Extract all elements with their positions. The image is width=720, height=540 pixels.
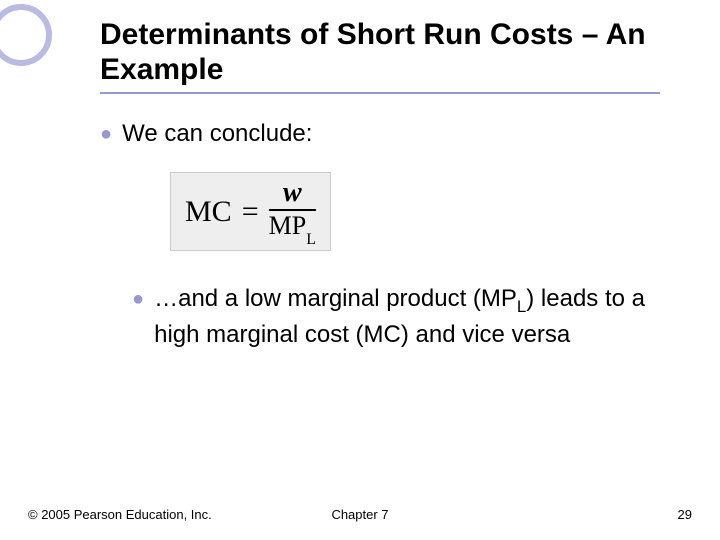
bullet-text: We can conclude: (122, 120, 312, 148)
footer-page-number: 29 (471, 507, 692, 522)
equation-fraction: w MPL (269, 179, 316, 244)
title-underline (100, 92, 660, 94)
bullet-subscript: L (517, 297, 526, 316)
equation: MC = w MPL (185, 179, 316, 244)
equation-equals: = (242, 195, 259, 229)
equation-den-sub: L (306, 231, 316, 248)
equation-box: MC = w MPL (170, 172, 331, 251)
equation-denominator: MPL (269, 211, 316, 244)
equation-container: MC = w MPL (170, 172, 660, 251)
bullet-icon: ● (100, 120, 112, 148)
bullet-item: ● We can conclude: (100, 120, 660, 148)
equation-lhs: MC (185, 195, 232, 229)
bullet-item: ● …and a low marginal product (MPL) lead… (132, 285, 660, 349)
footer: © 2005 Pearson Education, Inc. Chapter 7… (28, 507, 692, 522)
footer-chapter: Chapter 7 (249, 507, 470, 522)
equation-den-main: MP (269, 211, 307, 240)
bullet-text: …and a low marginal product (MPL) leads … (154, 285, 660, 349)
slide-body: ● We can conclude: MC = w MPL ● …and a l… (100, 120, 660, 357)
footer-copyright: © 2005 Pearson Education, Inc. (28, 507, 249, 522)
equation-numerator: w (275, 179, 310, 209)
slide: Determinants of Short Run Costs – An Exa… (0, 0, 720, 540)
decorative-circle (0, 4, 52, 66)
bullet-icon: ● (132, 285, 144, 313)
bullet-text-part: …and a low marginal product (MP (154, 285, 517, 312)
slide-title: Determinants of Short Run Costs – An Exa… (100, 18, 660, 87)
